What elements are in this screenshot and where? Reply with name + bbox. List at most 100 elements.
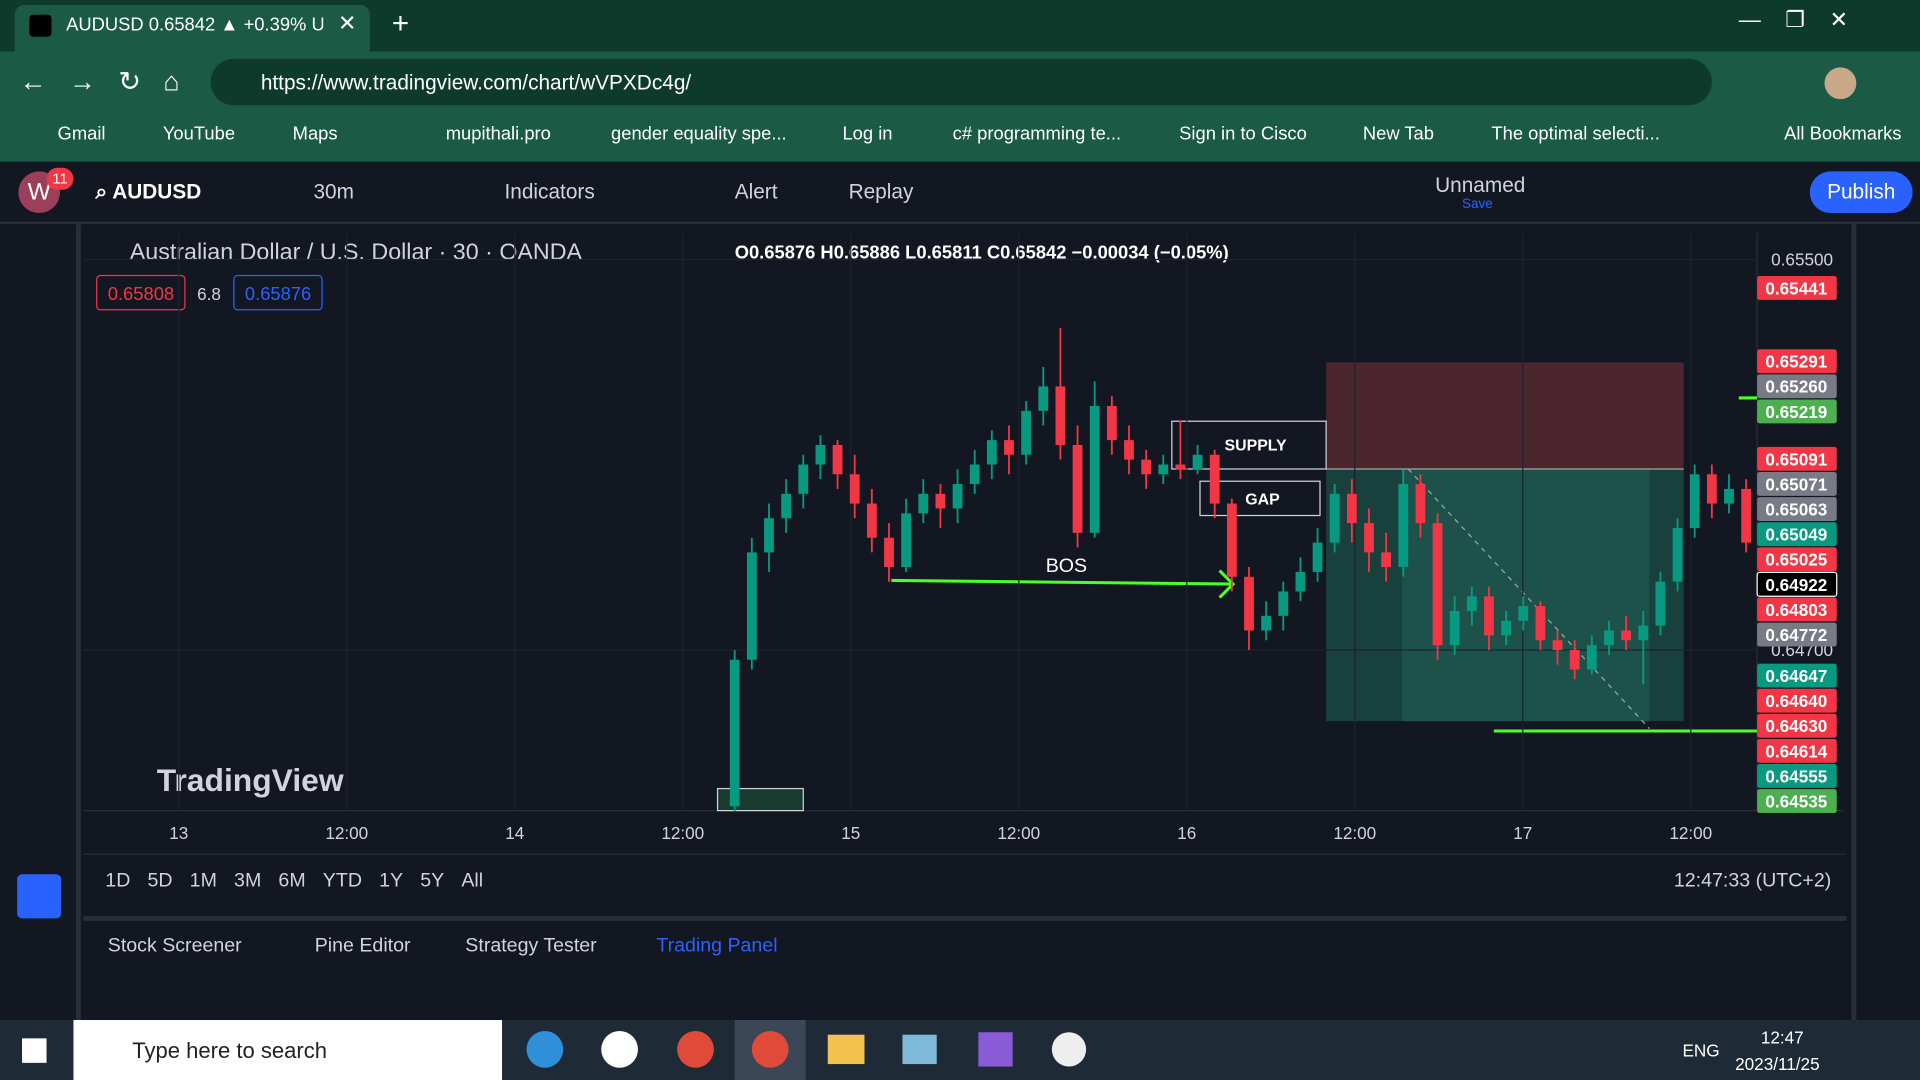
replay[interactable]: Replay: [848, 180, 914, 204]
alert[interactable]: Alert: [734, 180, 778, 204]
candle-body: [1518, 606, 1529, 621]
candle-body: [935, 493, 946, 509]
panel-tab[interactable]: Pine Editor: [314, 935, 411, 957]
candle-body: [1226, 503, 1237, 577]
bookmark[interactable]: Log in: [842, 123, 893, 145]
candle-body: [1724, 488, 1734, 504]
app-icon[interactable]: [827, 1034, 865, 1065]
address-bar[interactable]: [210, 58, 1712, 106]
language[interactable]: ENG: [1682, 1040, 1720, 1061]
panel-tab[interactable]: Strategy Tester: [465, 935, 597, 957]
interval[interactable]: 30m: [313, 180, 354, 204]
timeframe[interactable]: YTD: [322, 870, 362, 892]
tab-close[interactable]: ✕: [337, 11, 357, 36]
tray-time[interactable]: 12:47: [1760, 1027, 1804, 1047]
user-badge[interactable]: W: [18, 171, 61, 214]
search-placeholder[interactable]: Type here to search: [132, 1038, 328, 1063]
price-label: 0.64922: [1765, 575, 1827, 595]
bookmark[interactable]: All Bookmarks: [1784, 123, 1902, 145]
price-label-bg: [1757, 276, 1837, 300]
price-label: 0.64640: [1765, 691, 1827, 711]
gap-box[interactable]: [1199, 480, 1321, 517]
save[interactable]: Save: [1462, 197, 1493, 212]
candle-body: [849, 474, 860, 504]
bookmark[interactable]: mupithali.pro: [445, 123, 551, 145]
stop-zone[interactable]: [1326, 362, 1684, 469]
candle-body: [1381, 552, 1392, 568]
candle-body: [1209, 454, 1220, 504]
active-tab[interactable]: [14, 4, 370, 52]
candle-body: [729, 659, 740, 807]
bottom-toolbar: [83, 853, 1847, 914]
buy-price[interactable]: 0.65876: [245, 283, 311, 304]
price-label-bg: [1757, 472, 1837, 496]
tray-date[interactable]: 2023/11/25: [1735, 1054, 1820, 1074]
active-tool[interactable]: [17, 874, 62, 919]
bookmark[interactable]: Maps: [292, 123, 338, 145]
bookmark[interactable]: YouTube: [162, 123, 236, 145]
bookmark[interactable]: New Tab: [1362, 123, 1434, 145]
timeframe[interactable]: 5Y: [420, 870, 445, 892]
timeframe[interactable]: 3M: [234, 870, 262, 892]
panel-tab[interactable]: Trading Panel: [656, 935, 778, 957]
candle-body: [1501, 620, 1512, 636]
candle-body: [986, 440, 997, 465]
bookmark[interactable]: gender equality spe...: [611, 123, 787, 145]
timeframe[interactable]: All: [461, 870, 484, 892]
price-label-bg: [1757, 374, 1837, 399]
start-button[interactable]: [22, 1038, 47, 1063]
app-icon[interactable]: [902, 1034, 937, 1065]
candle-body: [1364, 523, 1374, 553]
candle-body: [1415, 484, 1426, 524]
app-icon[interactable]: [978, 1032, 1013, 1067]
candle-body: [1484, 596, 1494, 636]
candle-body: [832, 444, 843, 475]
candle-body: [798, 464, 809, 494]
timeframe[interactable]: 5D: [147, 870, 173, 892]
bookmark[interactable]: Gmail: [57, 123, 106, 145]
publish-button[interactable]: Publish: [1809, 171, 1913, 214]
profile-avatar[interactable]: [1824, 67, 1857, 100]
price-label-bg: [1757, 522, 1837, 547]
window-controls[interactable]: — ❐ ✕: [1738, 7, 1849, 32]
symbol-search[interactable]: ⌕ AUDUSD: [95, 180, 202, 204]
price-label: 0.65219: [1765, 402, 1827, 422]
new-tab[interactable]: +: [391, 7, 409, 41]
candle-body: [1569, 650, 1580, 670]
indicators[interactable]: Indicators: [504, 180, 595, 204]
timeframe[interactable]: 1D: [105, 870, 131, 892]
candle-body: [1072, 444, 1083, 533]
timeframe[interactable]: 1M: [189, 870, 217, 892]
nav-buttons[interactable]: ← → ↻ ⌂: [19, 66, 180, 97]
supply-label: SUPPLY: [1224, 438, 1287, 455]
bos-arrow[interactable]: [891, 578, 1234, 586]
timeframe[interactable]: 1Y: [379, 870, 404, 892]
taskbar-search[interactable]: [73, 1020, 503, 1080]
url[interactable]: https://www.tradingview.com/chart/wVPXDc…: [260, 71, 692, 95]
sell-box[interactable]: [96, 274, 186, 311]
sell-price[interactable]: 0.65808: [108, 283, 174, 304]
panel-tab[interactable]: Stock Screener: [107, 935, 242, 957]
buy-box[interactable]: [233, 274, 323, 311]
bookmark[interactable]: c# programming te...: [952, 123, 1122, 145]
app-icon[interactable]: [526, 1031, 564, 1068]
candle-body: [1244, 576, 1254, 631]
supply-box[interactable]: [1171, 420, 1327, 470]
candle-body: [1706, 474, 1717, 504]
candle-body: [1192, 454, 1203, 470]
tv-header: [0, 162, 1920, 225]
app-icon[interactable]: [677, 1031, 714, 1068]
price-label: 0.64803: [1765, 600, 1827, 620]
x-tick-label: 17: [1513, 823, 1532, 843]
app-icon: [751, 1031, 789, 1068]
app-icon[interactable]: [601, 1031, 638, 1068]
bookmark[interactable]: Sign in to Cisco: [1179, 123, 1307, 145]
app-icon[interactable]: [1051, 1032, 1087, 1067]
tab-title[interactable]: AUDUSD 0.65842 ▲ +0.39% Unnamed: [66, 14, 323, 36]
timeframe[interactable]: 6M: [278, 870, 306, 892]
layout-name[interactable]: Unnamed: [1435, 173, 1526, 198]
candle-body: [1449, 610, 1460, 646]
bookmark[interactable]: The optimal selecti...: [1491, 123, 1660, 145]
bos-arrow-head: [1218, 569, 1236, 599]
